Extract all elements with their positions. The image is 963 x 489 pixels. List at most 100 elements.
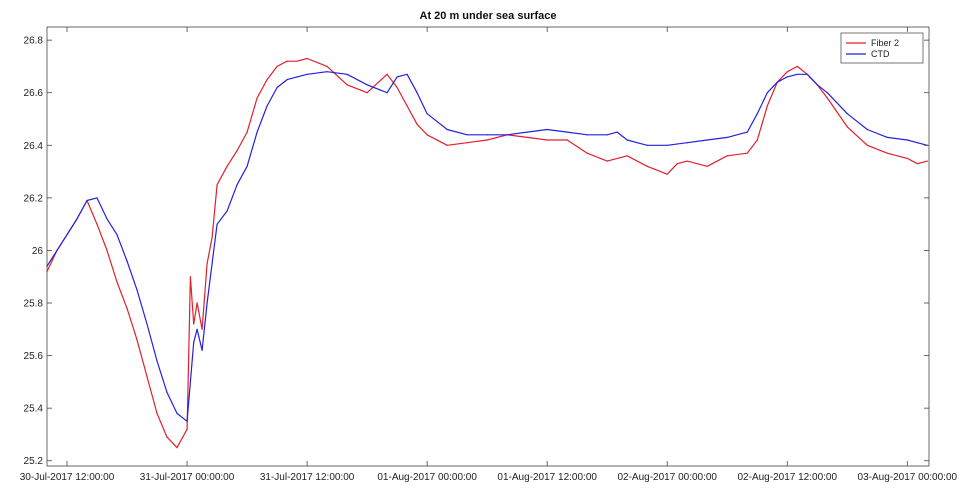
series-line-fiber-2 (46, 57, 928, 449)
data-point (226, 210, 228, 212)
data-point (166, 436, 168, 438)
data-point (96, 223, 98, 225)
plot-area: 25.2 25.4 25.6 25.8 26 26.2 26.4 26.6 26.8 30-Ju… (20, 26, 958, 483)
data-point (306, 73, 308, 75)
y-tick-label: 25.8 (24, 299, 44, 310)
data-point (566, 131, 568, 133)
data-point (346, 84, 348, 86)
x-tick-label: 30-Jul-2017 12:00:00 (20, 472, 115, 483)
data-point (46, 270, 48, 273)
data-point (796, 73, 798, 75)
data-point (396, 86, 398, 89)
data-point (346, 73, 348, 75)
data-point (116, 234, 118, 236)
data-point (196, 328, 198, 330)
data-point (136, 289, 138, 291)
data-point (866, 144, 868, 146)
data-point (211, 236, 213, 238)
data-point (246, 131, 248, 133)
data-point (626, 155, 628, 157)
data-point (756, 139, 758, 141)
data-point (546, 139, 548, 141)
data-point (906, 139, 908, 141)
data-point (606, 160, 608, 162)
series-layer (46, 57, 928, 449)
x-tick-label: 03-Aug-2017 00:00:00 (858, 472, 958, 483)
data-point (216, 184, 218, 186)
data-point (166, 391, 168, 393)
data-point (906, 157, 908, 159)
data-point (826, 97, 828, 99)
data-point (256, 131, 258, 133)
data-point (466, 142, 468, 144)
data-point (426, 113, 428, 115)
data-point (86, 199, 88, 202)
data-point (46, 265, 48, 267)
y-tick-label: 25.6 (24, 351, 44, 362)
data-point (416, 92, 418, 94)
data-point (56, 249, 58, 251)
chart-title: At 20 m under sea surface (420, 10, 557, 22)
data-point (296, 76, 298, 78)
data-point (186, 420, 188, 422)
data-point (806, 73, 808, 75)
data-point (226, 165, 228, 167)
y-tick-label: 26.8 (24, 36, 44, 47)
data-point (666, 144, 668, 146)
x-tick-label: 02-Aug-2017 12:00:00 (738, 472, 838, 483)
data-point (276, 65, 278, 67)
data-point (386, 73, 388, 75)
data-point (486, 134, 488, 136)
data-point (366, 84, 368, 86)
x-tick-label: 31-Jul-2017 00:00:00 (140, 472, 235, 483)
data-point (189, 381, 191, 383)
data-point (886, 136, 888, 138)
data-point (726, 136, 728, 138)
data-point (586, 134, 588, 136)
y-tick-label: 26 (32, 246, 44, 257)
data-point (646, 165, 648, 167)
data-point (506, 134, 508, 136)
data-point (246, 165, 248, 167)
x-tick-label: 31-Jul-2017 12:00:00 (260, 472, 355, 483)
data-point (926, 160, 928, 162)
data-point (826, 92, 828, 94)
data-point (326, 65, 328, 67)
data-point (846, 113, 848, 115)
data-point (686, 142, 688, 144)
data-point (796, 65, 798, 67)
data-point (606, 134, 608, 136)
data-point (96, 197, 98, 199)
y-tick-label: 25.4 (24, 404, 44, 415)
data-point (256, 97, 258, 99)
data-point (236, 150, 238, 152)
data-point (296, 60, 298, 62)
data-point (366, 92, 368, 94)
data-point (706, 165, 708, 167)
data-point (406, 73, 408, 75)
data-point (206, 302, 208, 304)
data-point (406, 105, 408, 107)
data-point (776, 81, 778, 83)
data-point (66, 234, 68, 236)
data-point (916, 163, 918, 165)
data-point (156, 412, 158, 414)
data-point (846, 126, 848, 128)
x-tick-label: 01-Aug-2017 12:00:00 (497, 472, 597, 483)
legend-box (840, 32, 924, 64)
legend-label: CTD (871, 49, 890, 59)
data-point (766, 105, 768, 107)
data-point (216, 223, 218, 225)
data-point (196, 302, 198, 304)
data-point (586, 152, 588, 154)
data-point (866, 128, 868, 131)
data-point (146, 323, 148, 325)
data-point (646, 144, 648, 146)
data-point (666, 173, 668, 175)
data-point (126, 260, 128, 262)
data-point (236, 184, 238, 186)
data-point (746, 152, 748, 154)
y-tick-label: 26.4 (24, 141, 44, 152)
data-point (116, 281, 118, 283)
